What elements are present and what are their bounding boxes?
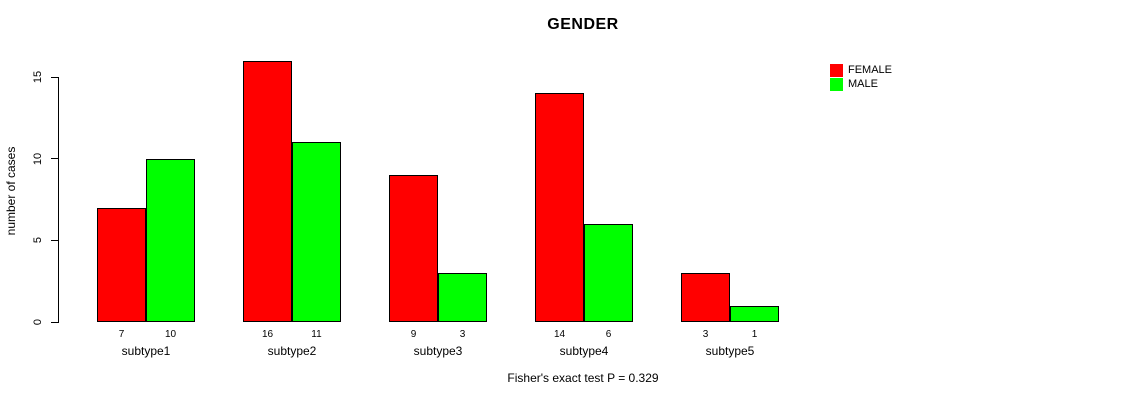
bar-female-subtype2: [243, 61, 292, 322]
legend-label-female: FEMALE: [848, 63, 893, 76]
bar-value-label: 6: [605, 329, 612, 340]
bar-male-subtype1: [146, 159, 195, 322]
bar-value-label: 10: [164, 329, 177, 340]
y-tick-label: 10: [32, 152, 44, 165]
bar-female-subtype1: [97, 208, 146, 322]
bar-male-subtype3: [438, 273, 487, 322]
y-axis-line: [58, 77, 59, 323]
bar-value-label: 1: [751, 329, 758, 340]
bar-value-label: 14: [553, 329, 566, 340]
bar-male-subtype5: [730, 306, 779, 322]
category-label-subtype1: subtype1: [121, 344, 171, 358]
chart-title: GENDER: [547, 16, 619, 33]
bar-value-label: 3: [459, 329, 466, 340]
bar-value-label: 11: [311, 329, 322, 340]
y-tick-mark: [51, 321, 58, 323]
bar-value-label: 7: [118, 329, 125, 340]
y-tick-mark: [51, 76, 58, 78]
y-tick-label: 0: [32, 318, 44, 326]
category-label-subtype5: subtype5: [705, 344, 755, 358]
legend: FEMALE MALE: [830, 63, 892, 91]
bar-male-subtype2: [292, 142, 341, 322]
bar-male-subtype4: [584, 224, 633, 322]
y-tick-mark: [51, 239, 58, 241]
caption-fishers-test: Fisher's exact test P = 0.329: [507, 371, 659, 385]
bar-value-label: 16: [261, 329, 274, 340]
bar-value-label: 3: [702, 329, 709, 340]
y-axis-label: number of cases: [4, 146, 18, 236]
legend-item-male: MALE: [830, 77, 892, 91]
bar-female-subtype3: [389, 175, 438, 322]
female-color-swatch: [830, 63, 843, 77]
category-label-subtype4: subtype4: [559, 344, 609, 358]
male-color-swatch: [830, 77, 843, 91]
legend-label-male: MALE: [848, 77, 878, 90]
bar-female-subtype4: [535, 93, 584, 322]
y-tick-mark: [51, 158, 58, 160]
category-label-subtype2: subtype2: [267, 344, 317, 358]
y-tick-label: 5: [32, 237, 44, 244]
bar-female-subtype5: [681, 273, 730, 322]
legend-item-female: FEMALE: [830, 63, 892, 77]
bar-value-label: 9: [410, 329, 417, 340]
category-label-subtype3: subtype3: [413, 344, 463, 358]
y-tick-label: 15: [32, 70, 44, 84]
